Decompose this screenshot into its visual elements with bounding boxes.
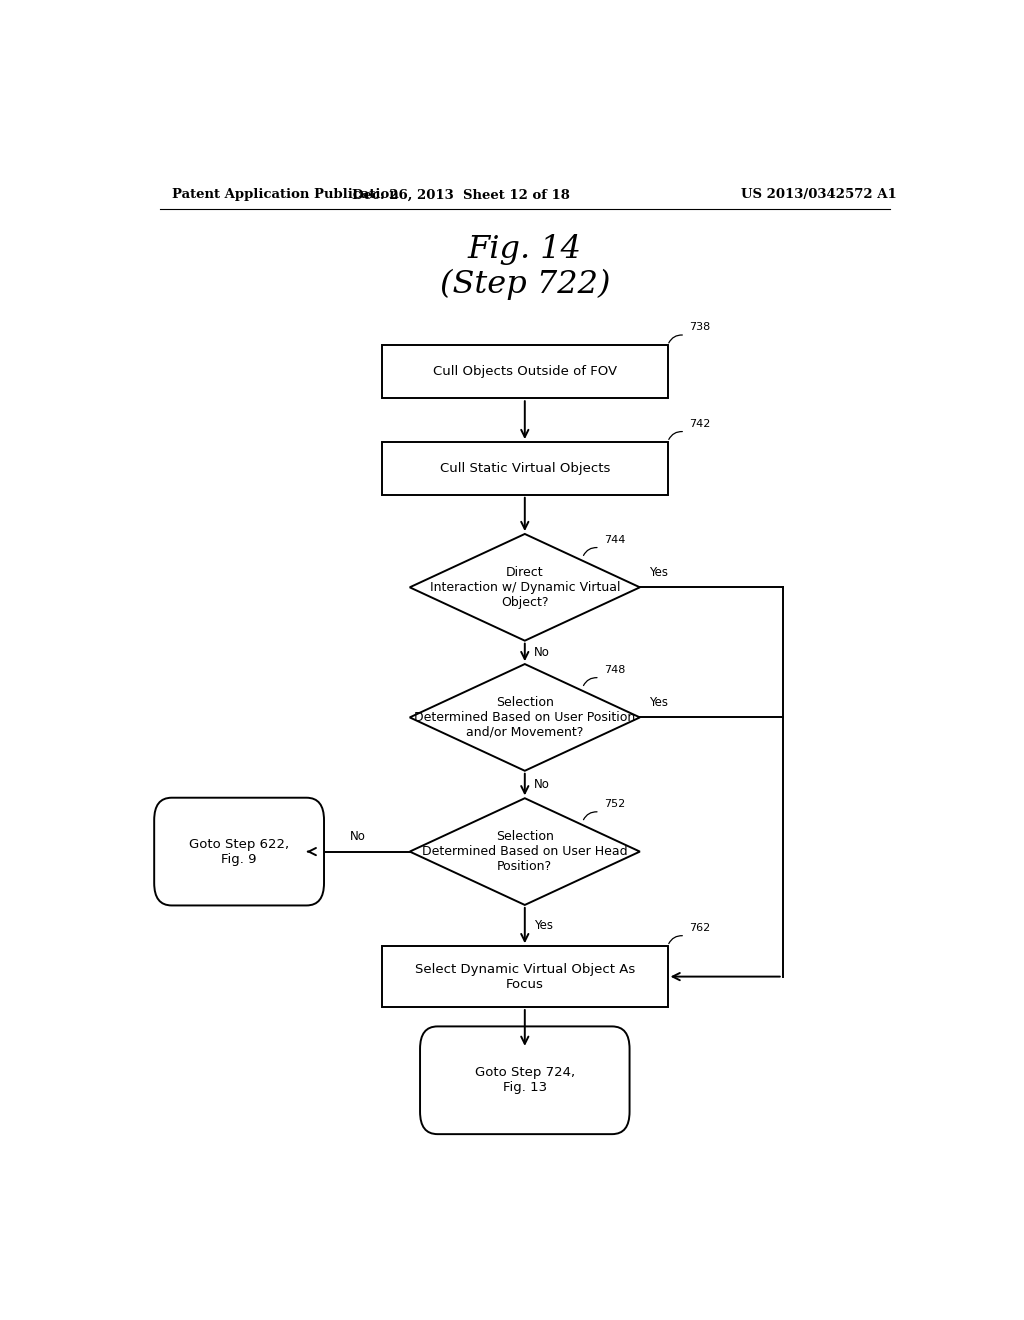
Text: Dec. 26, 2013  Sheet 12 of 18: Dec. 26, 2013 Sheet 12 of 18 [352, 189, 570, 202]
FancyBboxPatch shape [382, 442, 668, 495]
FancyBboxPatch shape [155, 797, 324, 906]
Text: 742: 742 [689, 418, 711, 429]
Polygon shape [410, 799, 640, 906]
Text: Selection
Determined Based on User Position
and/or Movement?: Selection Determined Based on User Posit… [414, 696, 636, 739]
Text: 752: 752 [604, 799, 625, 809]
Text: Selection
Determined Based on User Head
Position?: Selection Determined Based on User Head … [422, 830, 628, 873]
Text: Fig. 14: Fig. 14 [468, 235, 582, 265]
Text: 738: 738 [689, 322, 711, 333]
Polygon shape [410, 535, 640, 640]
Text: Goto Step 724,
Fig. 13: Goto Step 724, Fig. 13 [475, 1067, 574, 1094]
Text: 762: 762 [689, 923, 711, 933]
Text: Direct
Interaction w/ Dynamic Virtual
Object?: Direct Interaction w/ Dynamic Virtual Ob… [429, 566, 621, 609]
FancyBboxPatch shape [382, 946, 668, 1007]
Polygon shape [410, 664, 640, 771]
Text: Patent Application Publication: Patent Application Publication [172, 189, 398, 202]
Text: US 2013/0342572 A1: US 2013/0342572 A1 [740, 189, 896, 202]
FancyBboxPatch shape [420, 1027, 630, 1134]
Text: Yes: Yes [535, 919, 553, 932]
Text: No: No [350, 830, 367, 843]
Text: Select Dynamic Virtual Object As
Focus: Select Dynamic Virtual Object As Focus [415, 962, 635, 990]
Text: Cull Objects Outside of FOV: Cull Objects Outside of FOV [433, 366, 616, 379]
Text: No: No [535, 777, 550, 791]
Text: No: No [535, 645, 550, 659]
Text: Cull Static Virtual Objects: Cull Static Virtual Objects [439, 462, 610, 475]
Text: 744: 744 [604, 535, 625, 545]
Text: Yes: Yes [649, 696, 669, 709]
Text: Goto Step 622,
Fig. 9: Goto Step 622, Fig. 9 [189, 838, 289, 866]
Text: (Step 722): (Step 722) [439, 269, 610, 300]
Text: 748: 748 [604, 665, 625, 675]
FancyBboxPatch shape [382, 346, 668, 399]
Text: Yes: Yes [649, 566, 669, 579]
